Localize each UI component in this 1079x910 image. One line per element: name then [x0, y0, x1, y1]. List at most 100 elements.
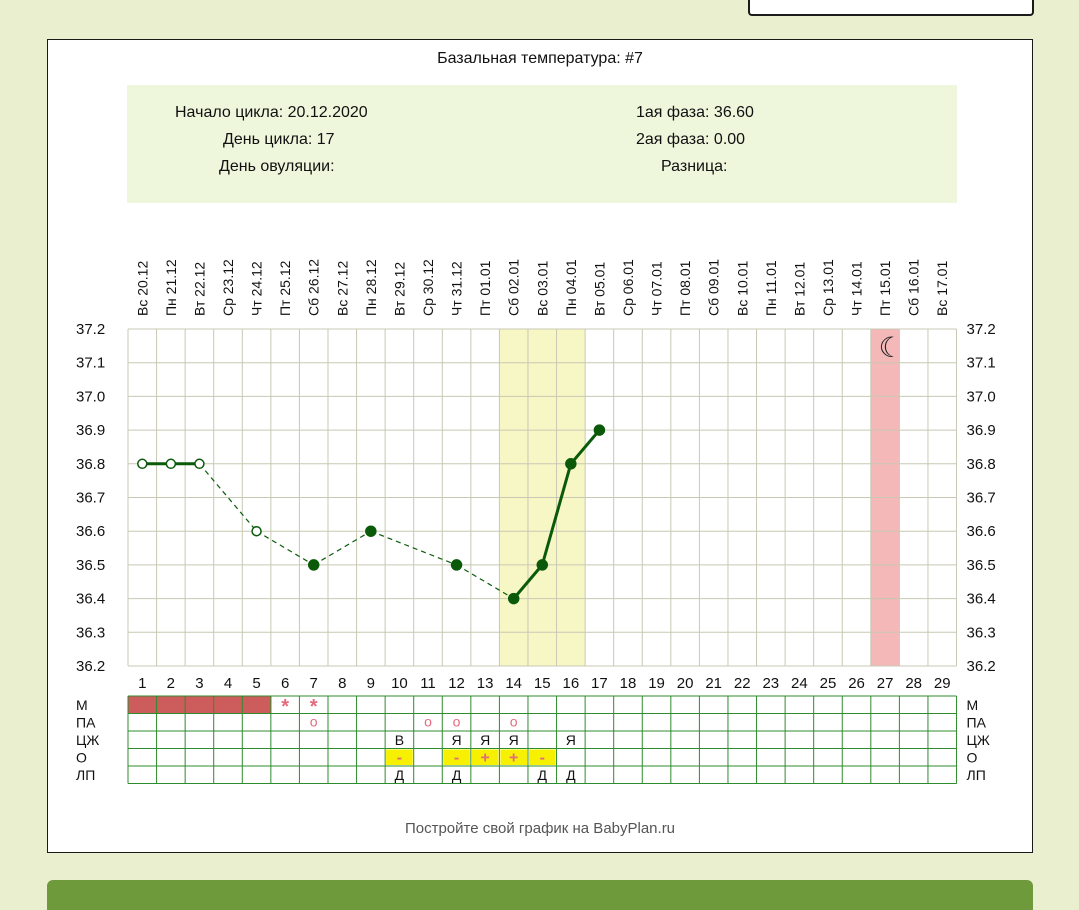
y-tick-right: 37.1 [967, 355, 996, 372]
x-date-label: Сб 16.01 [906, 259, 922, 316]
ovulation-test-cell [528, 749, 556, 765]
x-date-label: Чт 31.12 [449, 261, 465, 316]
legend-row-label-left: М [76, 697, 88, 713]
y-tick-right: 37.2 [967, 321, 996, 338]
y-tick-left: 36.7 [76, 490, 105, 507]
data-point [565, 458, 577, 470]
x-date-label: Пн 21.12 [163, 259, 179, 316]
pa-mark: о [510, 714, 518, 730]
star-mark: * [310, 696, 318, 718]
ovulation-test-mark: + [480, 750, 489, 767]
x-day-label: 20 [677, 675, 694, 692]
menstruation-cell [213, 696, 243, 714]
y-tick-left: 36.8 [76, 456, 105, 473]
x-date-label: Пн 04.01 [563, 259, 579, 316]
y-tick-left: 37.0 [76, 388, 105, 405]
series-line-segment [256, 530, 315, 566]
x-day-label: 12 [448, 675, 465, 692]
ovulation-test-cell [500, 749, 527, 765]
x-day-label: 17 [591, 675, 608, 692]
cervical-mark: Я [480, 732, 490, 748]
x-date-label: Вт 22.12 [191, 262, 207, 316]
phase2-average: 2ая фаза: 0.00 [636, 131, 746, 148]
x-day-label: 2 [167, 675, 175, 692]
x-day-label: 8 [338, 675, 346, 692]
x-day-label: 24 [791, 675, 808, 692]
menstruation-cell [185, 696, 215, 714]
legend-row-label-left: О [76, 750, 87, 766]
x-date-label: Вс 20.12 [134, 261, 150, 316]
cycle-start: Начало цикла: 20.12.2020 [175, 104, 368, 121]
legend-row-label-left: ЦЖ [76, 732, 99, 748]
x-day-label: 27 [877, 675, 894, 692]
series-line-segment [313, 530, 372, 566]
x-day-label: 7 [310, 675, 318, 692]
x-day-label: 21 [705, 675, 722, 692]
x-date-label: Чт 24.12 [249, 261, 265, 316]
data-point [450, 559, 463, 571]
x-date-label: Пн 11.01 [763, 260, 779, 316]
menstruation-cell [156, 696, 186, 714]
legend-row-label-right: ЦЖ [967, 732, 990, 748]
x-date-label: Сб 09.01 [706, 259, 722, 316]
legend-row-label-right: ПА [967, 715, 987, 731]
x-day-label: 18 [620, 675, 637, 692]
phase1-average: 1ая фаза: 36.60 [636, 104, 754, 121]
x-day-label: 25 [820, 675, 837, 692]
lp-mark: Д [538, 767, 548, 783]
ovulation-test-cell [471, 749, 499, 765]
data-point [365, 525, 377, 537]
x-date-label: Вс 27.12 [334, 261, 350, 316]
x-date-label: Пт 15.01 [877, 260, 893, 316]
legend-row-label-right: ЛП [967, 767, 986, 783]
ovulation-test-mark: + [509, 750, 518, 767]
x-date-label: Ср 23.12 [220, 259, 236, 316]
y-tick-right: 36.7 [967, 490, 996, 507]
legend-row-label-right: О [967, 750, 978, 766]
x-date-label: Вт 05.01 [591, 262, 607, 316]
x-day-label: 23 [762, 675, 779, 692]
data-point [165, 458, 177, 470]
y-tick-right: 36.5 [967, 557, 996, 574]
data-point [507, 592, 520, 605]
x-day-label: 22 [734, 675, 751, 692]
cervical-mark: Я [509, 732, 519, 748]
y-tick-right: 36.9 [967, 422, 996, 439]
x-date-label: Вт 12.01 [791, 262, 807, 316]
x-day-label: 29 [934, 675, 951, 692]
data-point [536, 559, 549, 571]
x-date-label: Ср 30.12 [420, 259, 436, 316]
lp-mark: Д [566, 767, 576, 783]
y-tick-right: 37.0 [967, 388, 996, 405]
menstruation-cell [242, 696, 272, 714]
cycle-day: День цикла: 17 [223, 131, 335, 148]
data-point [137, 458, 148, 470]
x-day-label: 14 [505, 675, 522, 692]
ovulation-test-cell [443, 749, 470, 765]
x-date-label: Ср 06.01 [620, 259, 636, 316]
y-tick-left: 37.2 [76, 321, 105, 338]
x-date-label: Сб 26.12 [306, 259, 322, 316]
star-mark: * [281, 696, 289, 718]
lp-mark: Д [452, 767, 462, 783]
ovulation-test-mark: - [540, 750, 545, 767]
x-date-label: Пт 08.01 [677, 260, 693, 316]
data-point [251, 525, 262, 537]
x-day-label: 16 [562, 675, 579, 692]
top-input-box[interactable] [748, 0, 1034, 16]
y-tick-right: 36.4 [967, 591, 996, 608]
cervical-mark: Я [566, 732, 576, 748]
y-tick-left: 36.6 [76, 523, 105, 540]
cycle-info-box: Начало цикла: 20.12.2020 День цикла: 17 … [127, 85, 957, 203]
x-day-label: 3 [195, 675, 203, 692]
y-tick-right: 36.8 [967, 456, 996, 473]
x-date-label: Пт 01.01 [477, 260, 493, 316]
data-point [194, 458, 205, 470]
series-line-segment [456, 564, 514, 600]
x-date-label: Чт 07.01 [649, 261, 665, 316]
legend-row-label-left: ПА [76, 715, 96, 731]
bbt-chart-panel: Базальная температура: #7 Начало цикла: … [47, 39, 1033, 853]
x-day-label: 15 [534, 675, 551, 692]
x-day-label: 1 [138, 675, 146, 692]
x-date-label: Вс 17.01 [934, 261, 950, 316]
